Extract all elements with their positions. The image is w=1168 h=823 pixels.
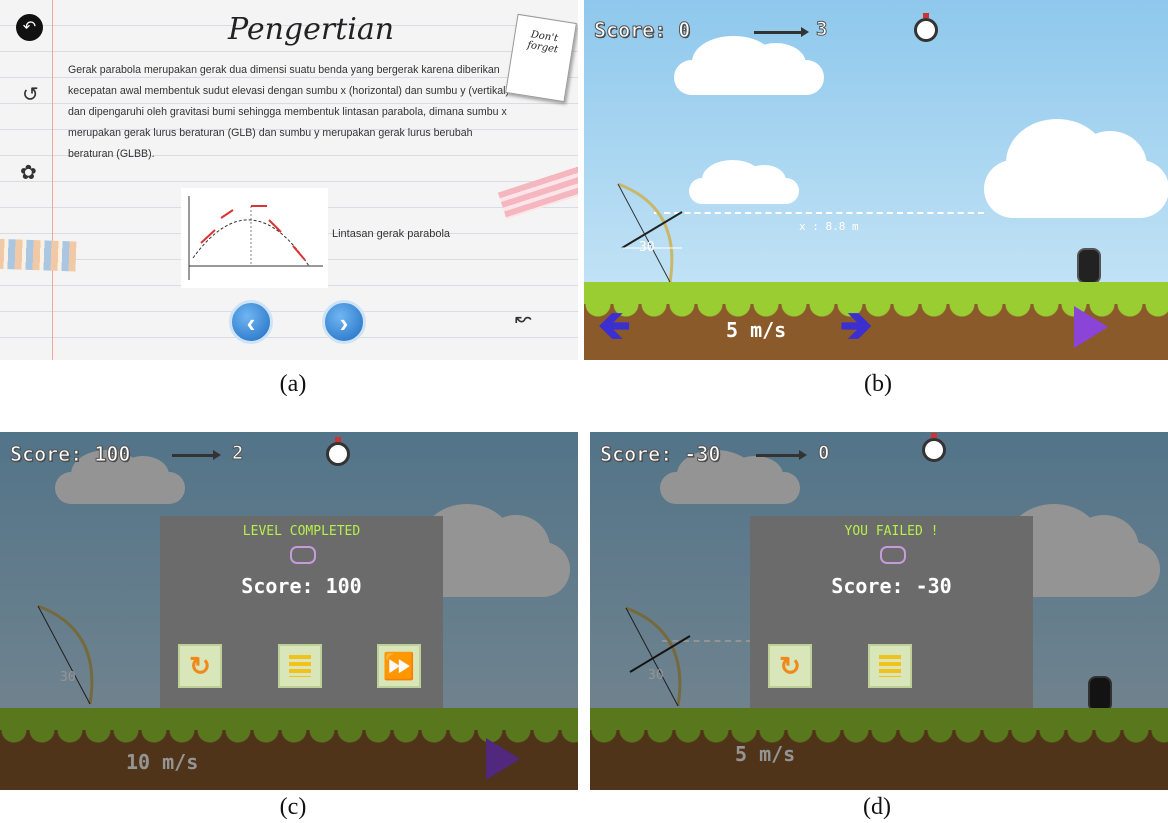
sticky-note-text: Don't forget <box>526 29 559 56</box>
retry-icon: ↻ <box>779 651 801 681</box>
you-failed-dialog: YOU FAILED ! Score: -30 ↻ <box>750 516 1033 708</box>
gamepad-icon <box>290 546 316 564</box>
ground <box>0 708 578 790</box>
score-display: Score: -30 <box>599 442 721 467</box>
bow-icon <box>37 604 94 705</box>
ground <box>590 708 1168 790</box>
squiggle-doodle-icon: ↜ <box>515 308 532 330</box>
speed-display: 5 m/s <box>735 742 796 766</box>
increase-speed-arrow-button[interactable]: 🡺 <box>840 304 873 348</box>
menu-list-icon <box>289 655 311 677</box>
gamepad-icon <box>880 546 906 564</box>
bow-icon <box>625 606 691 707</box>
arrow-ammo-icon <box>172 450 221 460</box>
arrows-remaining: 2 <box>231 442 244 465</box>
level-completed-dialog: LEVEL COMPLETED Score: 100 ↻ ⏩ <box>160 516 443 708</box>
score-display: Score: 100 <box>9 442 131 467</box>
washi-tape-pink <box>497 164 578 220</box>
retry-button[interactable]: ↻ <box>768 644 812 688</box>
speed-display: 5 m/s <box>726 318 787 342</box>
arrows-remaining: 0 <box>817 442 830 465</box>
cloud <box>674 35 824 95</box>
fast-forward-icon: ⏩ <box>382 651 416 681</box>
launch-angle-label: 30 <box>648 668 664 683</box>
aim-guide-line <box>654 212 984 214</box>
cloud <box>660 449 800 504</box>
score-display: Score: 0 <box>593 18 691 43</box>
cloud <box>689 159 799 204</box>
stopwatch-icon <box>326 437 350 466</box>
flower-doodle-icon: ✿ <box>20 162 37 184</box>
grass-strip <box>584 282 1168 304</box>
definition-paragraph: Gerak parabola merupakan gerak dua dimen… <box>68 64 510 160</box>
next-page-button[interactable]: › <box>322 300 366 344</box>
dialog-title: LEVEL COMPLETED <box>242 524 361 539</box>
caption-a: (a) <box>279 371 307 397</box>
grass-drips <box>584 304 1168 320</box>
panel-a-lesson-page: ↶ ↺ ✿ ↜ Pengertian Gerak parabola merupa… <box>0 0 578 360</box>
grass-strip <box>590 708 1168 730</box>
decrease-speed-arrow-button[interactable]: 🡸 <box>598 304 631 348</box>
sticky-note: Don't forget <box>505 13 577 103</box>
parabola-trajectory-figure <box>181 188 328 288</box>
shoot-play-button <box>486 738 520 780</box>
panel-d-you-failed: 30 5 m/s Score: -30 0 YOU FAILED ! Score… <box>590 432 1168 790</box>
retry-button[interactable]: ↻ <box>178 644 222 688</box>
caption-c: (c) <box>279 794 307 820</box>
grass-strip <box>0 708 578 730</box>
stopwatch-icon <box>914 13 938 42</box>
caption-b: (b) <box>864 371 892 397</box>
speed-display: 10 m/s <box>126 750 199 774</box>
bow-icon[interactable] <box>612 178 702 288</box>
retry-icon: ↻ <box>189 651 211 681</box>
dialog-score: Score: 100 <box>241 574 362 598</box>
dialog-score: Score: -30 <box>831 574 952 598</box>
washi-tape-striped <box>0 238 77 272</box>
cloud <box>55 449 185 504</box>
swirl-doodle-icon: ↺ <box>22 84 39 106</box>
shoot-play-button[interactable] <box>1074 306 1108 348</box>
panel-b-game-aiming: Score: 0 3 x : 8.8 m 30 🡸 5 m/s 🡺 <box>584 0 1168 360</box>
back-button[interactable]: ↶ <box>16 14 43 41</box>
grass-drips <box>590 730 1168 746</box>
tire-target <box>1088 676 1112 712</box>
aim-guide-line <box>662 640 752 642</box>
grass-drips <box>0 730 578 746</box>
page-title: Pengertian <box>228 12 395 47</box>
level-menu-button[interactable] <box>278 644 322 688</box>
ground <box>584 282 1168 360</box>
dialog-title: YOU FAILED ! <box>844 524 939 539</box>
notebook-margin-line <box>52 0 53 360</box>
previous-page-button[interactable]: ‹ <box>229 300 273 344</box>
distance-readout: x : 8.8 m <box>799 220 859 233</box>
tire-target <box>1077 248 1101 284</box>
caption-d: (d) <box>863 794 891 820</box>
next-level-button[interactable]: ⏩ <box>377 644 421 688</box>
launch-angle-label: 30 <box>639 240 655 255</box>
panel-c-level-completed: 30 10 m/s Score: 100 2 LEVEL COMPLETED S… <box>0 432 578 790</box>
menu-list-icon <box>879 655 901 677</box>
arrow-ammo-icon <box>756 450 807 460</box>
figure-caption: Lintasan gerak parabola <box>332 228 451 240</box>
stopwatch-icon <box>922 433 946 462</box>
arrow-ammo-icon <box>754 27 809 37</box>
launch-angle-label: 30 <box>60 670 76 685</box>
cloud <box>984 119 1168 218</box>
arrows-remaining: 3 <box>815 18 828 41</box>
level-menu-button[interactable] <box>868 644 912 688</box>
